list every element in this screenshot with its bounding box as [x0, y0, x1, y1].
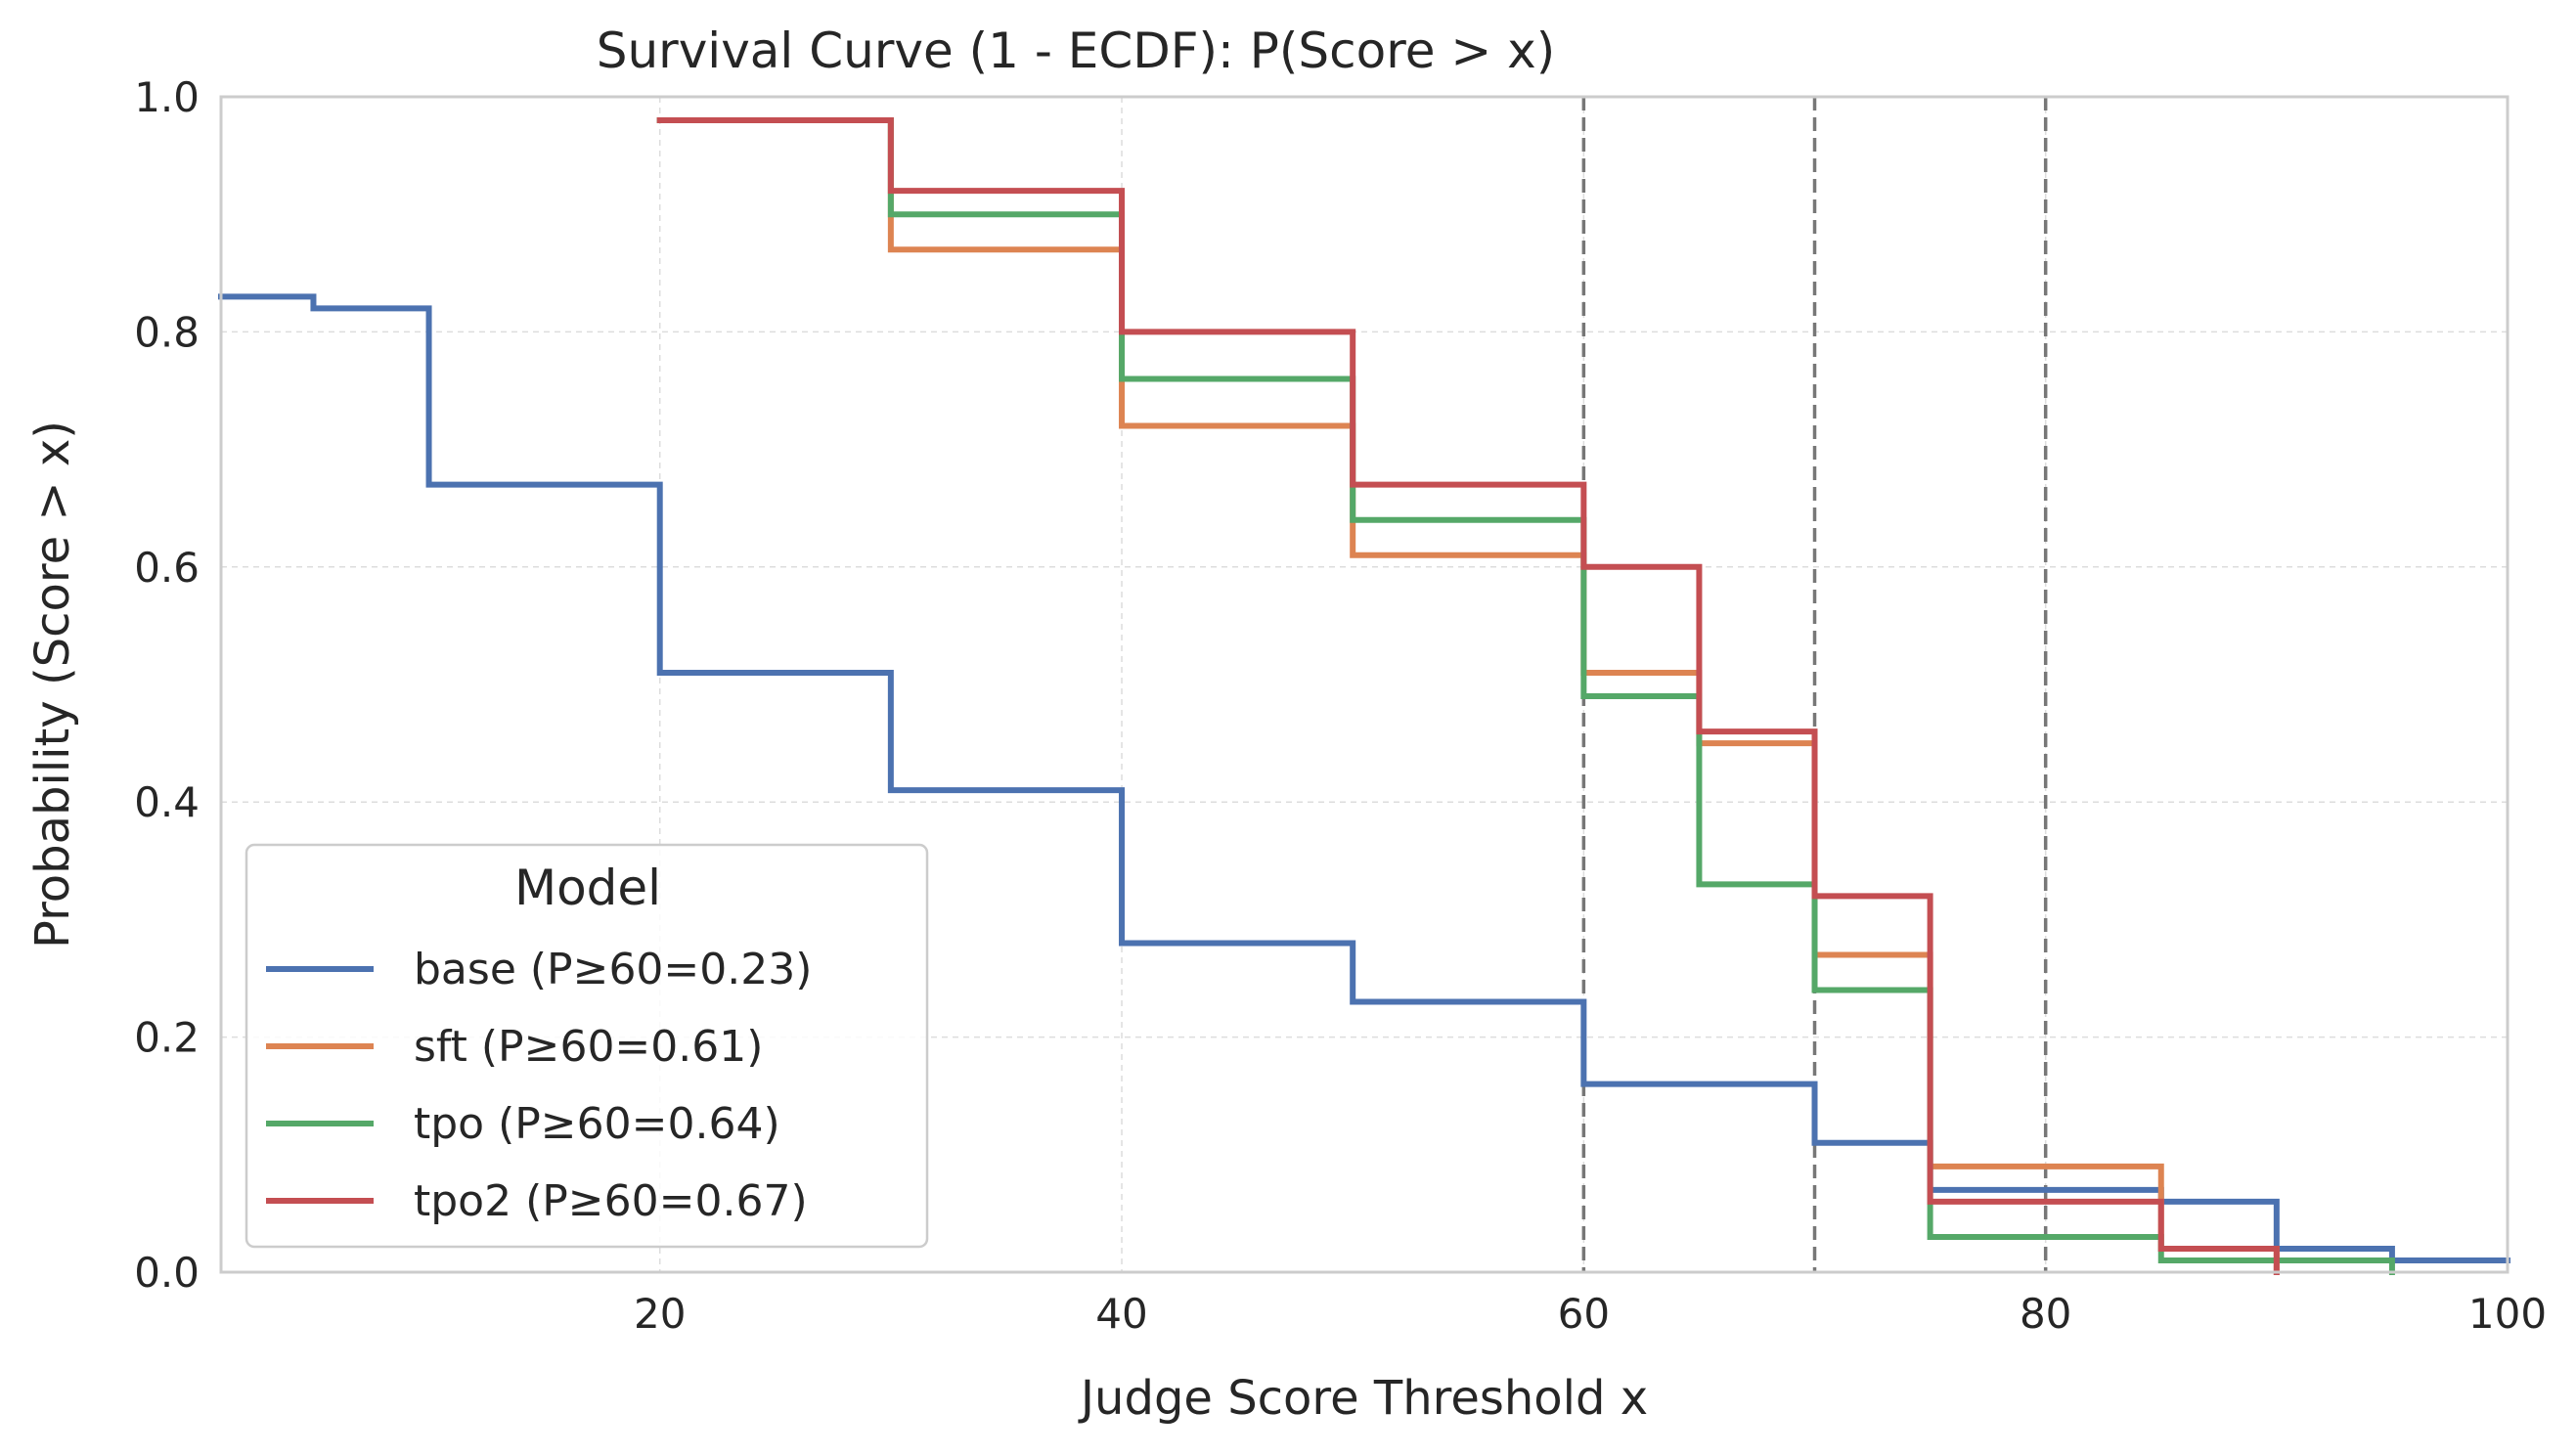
- chart-title: Survival Curve (1 - ECDF): P(Score > x): [597, 22, 1556, 79]
- y-axis-label: Probability (Score > x): [25, 420, 80, 949]
- series-layer: [218, 117, 2510, 1275]
- y-tick-label: 0.0: [134, 1249, 200, 1297]
- legend-label-base: base (P≥60=0.23): [414, 945, 812, 994]
- legend-title: Model: [514, 860, 661, 916]
- legend-items: base (P≥60=0.23) sft (P≥60=0.61) tpo (P≥60…: [266, 945, 812, 1226]
- x-axis-label: Judge Score Threshold x: [1078, 1371, 1648, 1426]
- series-line-base: [218, 293, 2510, 1263]
- legend-box: [244, 843, 929, 1249]
- y-tick-label: 1.0: [134, 73, 200, 121]
- x-tick-label: 80: [2020, 1290, 2071, 1338]
- y-tick-label: 0.2: [134, 1014, 200, 1062]
- x-tick-label: 40: [1095, 1290, 1147, 1338]
- legend-label-tpo: tpo (P≥60=0.64): [414, 1099, 780, 1149]
- legend-label-tpo2: tpo2 (P≥60=0.67): [414, 1176, 808, 1226]
- x-tick-label: 100: [2468, 1290, 2547, 1338]
- plot-frame: [219, 95, 2509, 1274]
- tick-labels: 20 40 60 80 100 0.0 0.2 0.4 0.6 0.8 1.0: [134, 73, 2547, 1338]
- y-tick-label: 0.6: [134, 544, 200, 592]
- y-tick-label: 0.8: [134, 308, 200, 356]
- x-tick-label: 20: [634, 1290, 686, 1338]
- y-tick-label: 0.4: [134, 778, 200, 826]
- x-tick-label: 60: [1558, 1290, 1610, 1338]
- legend: Model base (P≥60=0.23) sft (P≥60=0.61) tpo…: [244, 843, 929, 1249]
- legend-label-sft: sft (P≥60=0.61): [414, 1022, 763, 1072]
- series-line-tpo2: [656, 117, 2280, 1275]
